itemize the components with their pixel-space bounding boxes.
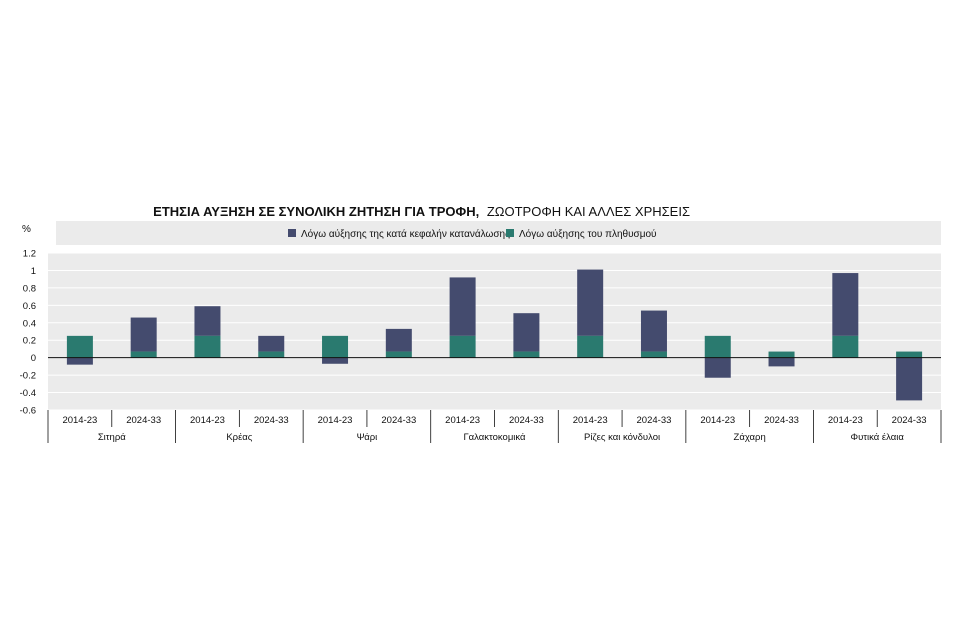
y-tick-label: 0.4 [23, 318, 36, 329]
legend-label-per-capita: Λόγω αύξησης της κατά κεφαλήν κατανάλωση… [301, 228, 510, 240]
x-tick-label: 2024-33 [126, 415, 161, 426]
bar-population [768, 351, 795, 358]
x-axis: 2014-23 2024-33 2014-23 2024-33 2014-23 2024-… [47, 410, 942, 443]
bars [48, 269, 941, 401]
group-label: Γαλακτοκομικά [463, 432, 526, 443]
y-axis-unit: % [22, 224, 31, 235]
group-label: Ψάρι [357, 432, 378, 443]
bar-population [513, 351, 540, 358]
bar-population [130, 351, 157, 358]
y-tick-label: -0.2 [20, 371, 36, 382]
bar-per-capita [513, 313, 540, 352]
bar-population [66, 335, 93, 358]
x-tick-label: 2014-23 [190, 415, 225, 426]
legend-swatch-per-capita [288, 229, 296, 237]
bar-per-capita [577, 269, 604, 336]
y-tick-label: 0 [31, 353, 36, 364]
bar-per-capita [449, 277, 476, 336]
bar-population [704, 335, 731, 358]
x-tick-label: 2024-33 [381, 415, 416, 426]
y-axis-ticks: 1.2 1 0.8 0.6 0.4 0.2 0 -0.2 -0.4 -0.6 [20, 249, 36, 417]
chart-title-bold: ΕΤΗΣΙΑ ΑΥΞΗΣΗ ΣΕ ΣΥΝΟΛΙΚΗ ΖΗΤΗΣΗ ΓΙΑ ΤΡΟ… [153, 204, 479, 219]
bar-per-capita [194, 306, 221, 336]
y-tick-label: -0.4 [20, 388, 36, 399]
x-tick-label: 2024-33 [637, 415, 672, 426]
bar-per-capita [258, 335, 285, 352]
bar-per-capita [832, 273, 859, 336]
x-tick-label: 2024-33 [254, 415, 289, 426]
x-tick-label: 2024-33 [764, 415, 799, 426]
x-tick-label: 2024-33 [509, 415, 544, 426]
grid-lines [48, 252, 941, 411]
x-tick-label: 2024-33 [892, 415, 927, 426]
bar-population [577, 335, 604, 358]
bar-per-capita [130, 317, 157, 352]
chart-title: ΕΤΗΣΙΑ ΑΥΞΗΣΗ ΣΕ ΣΥΝΟΛΙΚΗ ΖΗΤΗΣΗ ΓΙΑ ΤΡΟ… [153, 204, 690, 219]
bar-population [449, 335, 476, 358]
bar-population [385, 351, 412, 358]
legend-label-population: Λόγω αύξησης του πληθυσμού [519, 228, 657, 240]
group-label: Ρίζες και κόνδυλοι [584, 432, 660, 443]
group-label: Κρέας [226, 432, 252, 443]
bar-per-capita [385, 328, 412, 352]
bar-per-capita [896, 357, 923, 401]
group-label: Φυτικά έλαια [851, 432, 905, 443]
x-tick-label: 2014-23 [318, 415, 353, 426]
group-label: Ζάχαρη [734, 432, 766, 443]
y-tick-label: 0.2 [23, 336, 36, 347]
x-tick-label: 2014-23 [828, 415, 863, 426]
bar-per-capita [704, 357, 731, 378]
x-tick-label: 2014-23 [62, 415, 97, 426]
plot-area [48, 253, 941, 410]
bar-per-capita [640, 310, 667, 352]
y-tick-label: 1.2 [23, 249, 36, 260]
y-tick-label: 0.6 [23, 301, 36, 312]
legend-swatch-population [506, 229, 514, 237]
bar-population [896, 351, 923, 358]
x-tick-label: 2014-23 [700, 415, 735, 426]
y-tick-label: 1 [31, 266, 36, 277]
bar-population [258, 351, 285, 358]
bar-population [640, 351, 667, 358]
bar-population [194, 335, 221, 358]
y-tick-label: 0.8 [23, 283, 36, 294]
legend-box [56, 221, 941, 245]
bar-per-capita [768, 357, 795, 367]
bar-per-capita [322, 357, 349, 364]
x-tick-label: 2014-23 [573, 415, 608, 426]
bar-population [832, 335, 859, 358]
y-tick-label: -0.6 [20, 406, 36, 417]
chart-subtitle: ΖΩΟΤΡΟΦΗ ΚΑΙ ΑΛΛΕΣ ΧΡΗΣΕΙΣ [487, 204, 690, 219]
group-label: Σιτηρά [98, 432, 126, 443]
bar-population [322, 335, 349, 358]
x-tick-label: 2014-23 [445, 415, 480, 426]
bar-per-capita [66, 357, 93, 365]
